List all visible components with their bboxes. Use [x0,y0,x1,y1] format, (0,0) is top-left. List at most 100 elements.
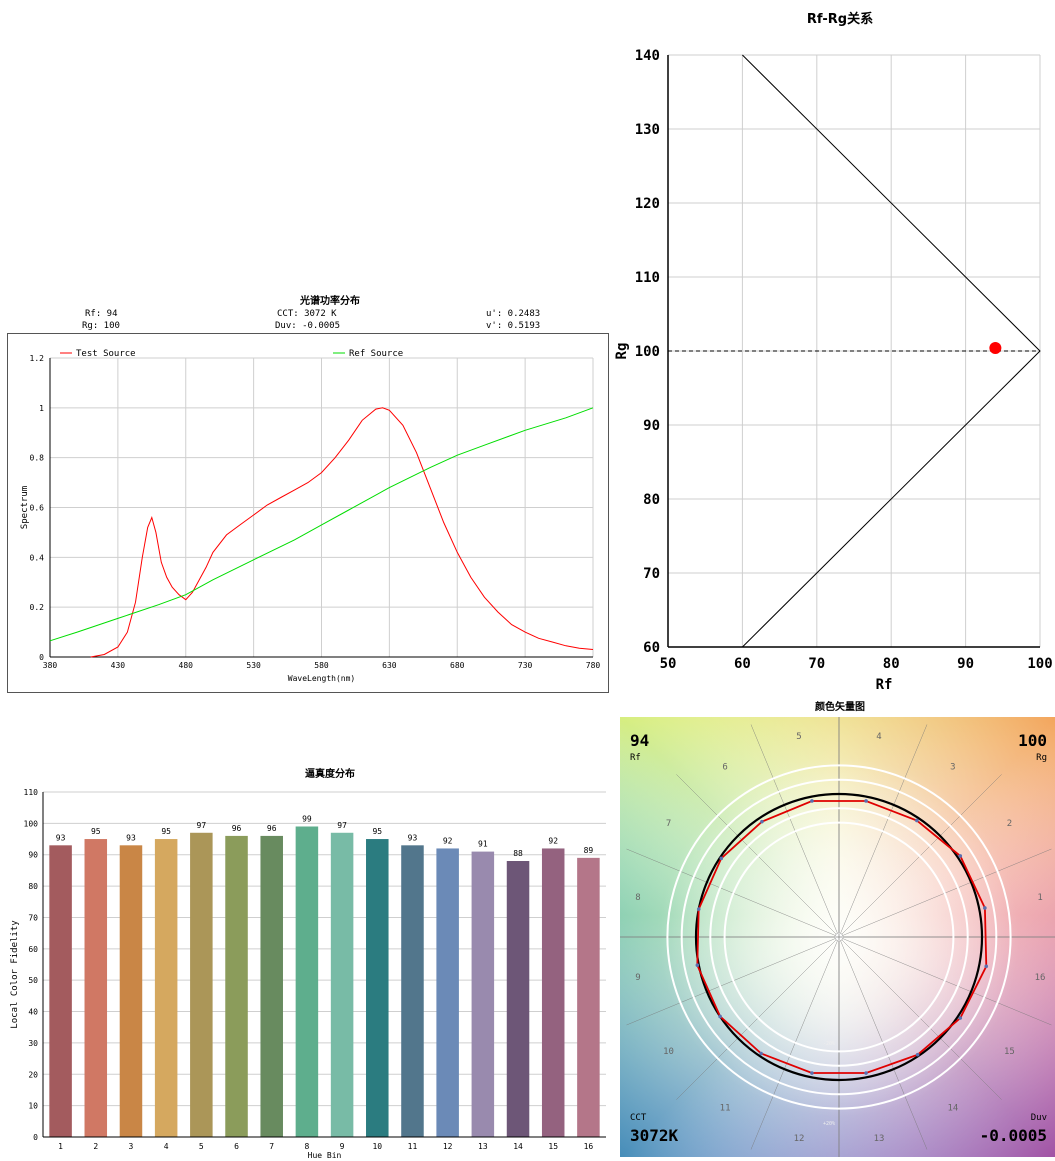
fidelity-bar-chart: 0102030405060708090100110931952933954975… [10,788,606,1160]
cvg-vector-point [810,1071,814,1075]
cvg-bin-label: 6 [722,763,727,773]
rfrg-x-axis-label: Rf [876,677,893,693]
fidelity-bar-value-label: 89 [584,846,594,855]
cvg-rf-label: Rf [630,753,641,763]
spd-y-axis-label: Spectrum [20,486,30,529]
fidelity-bar-value-label: 97 [337,821,347,830]
fidelity-bar-value-label: 93 [56,833,66,842]
cvg-rg-label: Rg [1036,753,1047,763]
spd-x-tick-label: 530 [246,661,261,670]
spd-y-tick-label: 1.2 [30,354,45,363]
spd-x-axis-label: WaveLength(nm) [288,674,355,683]
cvg-vector-point [983,906,987,910]
rfrg-y-tick-label: 80 [643,492,660,508]
spd-rg-text: Rg: 100 [82,321,120,331]
fidelity-y-tick-label: 0 [33,1133,38,1142]
fidelity-x-tick-label: 10 [372,1142,382,1151]
spd-u-text: u': 0.2483 [486,309,541,319]
cvg-ring [709,807,969,1067]
spd-y-tick-label: 0.2 [30,603,45,612]
spd-y-tick-label: 0.4 [30,553,45,562]
spd-duv-text: Duv: -0.0005 [275,321,341,331]
spd-v-text: v': 0.5193 [486,321,541,331]
fidelity-bar-value-label: 97 [197,821,207,830]
cvg-bin-label: 13 [874,1134,885,1144]
spd-cct-text: CCT: 3072 K [277,309,337,319]
cvg-bin-label: 16 [1035,973,1046,983]
rfrg-x-tick-label: 100 [1027,656,1052,672]
fidelity-bar-5 [190,832,213,1137]
fidelity-bar-value-label: 88 [513,849,523,858]
cvg-cct-label: CCT [630,1113,647,1123]
fidelity-x-tick-label: 13 [478,1142,488,1151]
fidelity-bar-15 [541,848,565,1137]
fidelity-y-tick-label: 20 [28,1070,38,1079]
fidelity-bar-value-label: 96 [267,824,277,833]
fidelity-x-tick-label: 7 [269,1142,274,1151]
cvg-bin-label: 9 [635,973,640,983]
cvg-bin-label: 10 [663,1047,674,1057]
fidelity-y-tick-label: 30 [28,1039,38,1048]
rfrg-y-tick-label: 110 [635,270,660,286]
spd-x-tick-label: 680 [450,661,465,670]
fidelity-bar-12 [436,848,459,1137]
cvg-title: 颜色矢量图 [815,702,865,713]
cvg-vector-point [864,1071,868,1075]
fidelity-y-tick-label: 50 [28,976,38,985]
fidelity-x-tick-label: 3 [129,1142,134,1151]
rfrg-y-tick-label: 90 [643,418,660,434]
spd-y-tick-label: 0 [39,653,44,662]
spd-rf-text: Rf: 94 [85,309,118,319]
fidelity-x-tick-label: 5 [199,1142,204,1151]
fidelity-x-tick-label: 8 [304,1142,309,1151]
cvg-cct-value: 3072K [630,1126,679,1145]
fidelity-bar-11 [401,845,424,1137]
fidelity-y-tick-label: 100 [24,819,39,828]
rfrg-y-tick-label: 70 [643,566,660,582]
fidelity-y-tick-label: 70 [28,913,38,922]
cvg-vector-point [810,799,814,803]
cvg-bin-label: 7 [666,819,671,829]
fidelity-bar-value-label: 92 [548,836,558,845]
rfrg-y-tick-label: 60 [643,640,660,656]
fidelity-bar-value-label: 92 [443,836,453,845]
spd-x-tick-label: 380 [43,661,58,670]
spd-x-tick-label: 430 [111,661,126,670]
cvg-duv-label: Duv [1031,1113,1047,1123]
fidelity-bar-value-label: 95 [161,827,171,836]
cvg-bin-label: 8 [635,893,640,903]
fidelity-bar-2 [84,839,108,1137]
spd-legend-label: Ref Source [349,349,403,359]
fidelity-y-tick-label: 110 [24,788,39,797]
fidelity-y-tick-label: 90 [28,851,38,860]
rfrg-x-tick-label: 50 [660,656,677,672]
cvg-duv-value: -0.0005 [980,1126,1047,1145]
rfrg-data-point [989,342,1002,355]
fidelity-x-tick-label: 11 [408,1142,418,1151]
cvg-bin-label: 2 [1007,819,1012,829]
cvg-vector-point [958,854,963,858]
fidelity-bar-16 [577,857,600,1137]
fidelity-x-tick-label: 6 [234,1142,239,1151]
spd-y-tick-label: 1 [39,404,44,413]
cvg-vector-point [958,1016,963,1020]
cvg-reference-circle [694,792,984,1082]
cvg-ring-plus-label: +20% [823,1121,835,1127]
cvg-ring [666,764,1012,1110]
cvg-bin-label: 5 [796,732,801,742]
color-vector-graphic: 1 2 3 4 5 6 7 8 9 10 11 12 13 14 15 16 -20% +20% 94 Rf 100 Rg… [609,707,1055,1161]
spd-x-tick-label: 780 [586,661,601,670]
cvg-vector-point [915,1052,920,1057]
cvg-vector-point [759,1051,763,1056]
fidelity-bar-14 [506,861,530,1137]
spd-y-tick-label: 0.8 [30,454,45,463]
fidelity-bar-9 [330,832,354,1137]
spd-x-tick-label: 730 [518,661,533,670]
fidelity-bar-3 [119,845,143,1137]
spd-y-tick-label: 0.6 [30,504,45,513]
spd-chart-frame [7,333,609,693]
fidelity-y-axis-label: Local Color Fidelity [10,920,20,1029]
fidelity-bar-value-label: 96 [232,824,242,833]
cvg-bin-label: 15 [1004,1047,1015,1057]
